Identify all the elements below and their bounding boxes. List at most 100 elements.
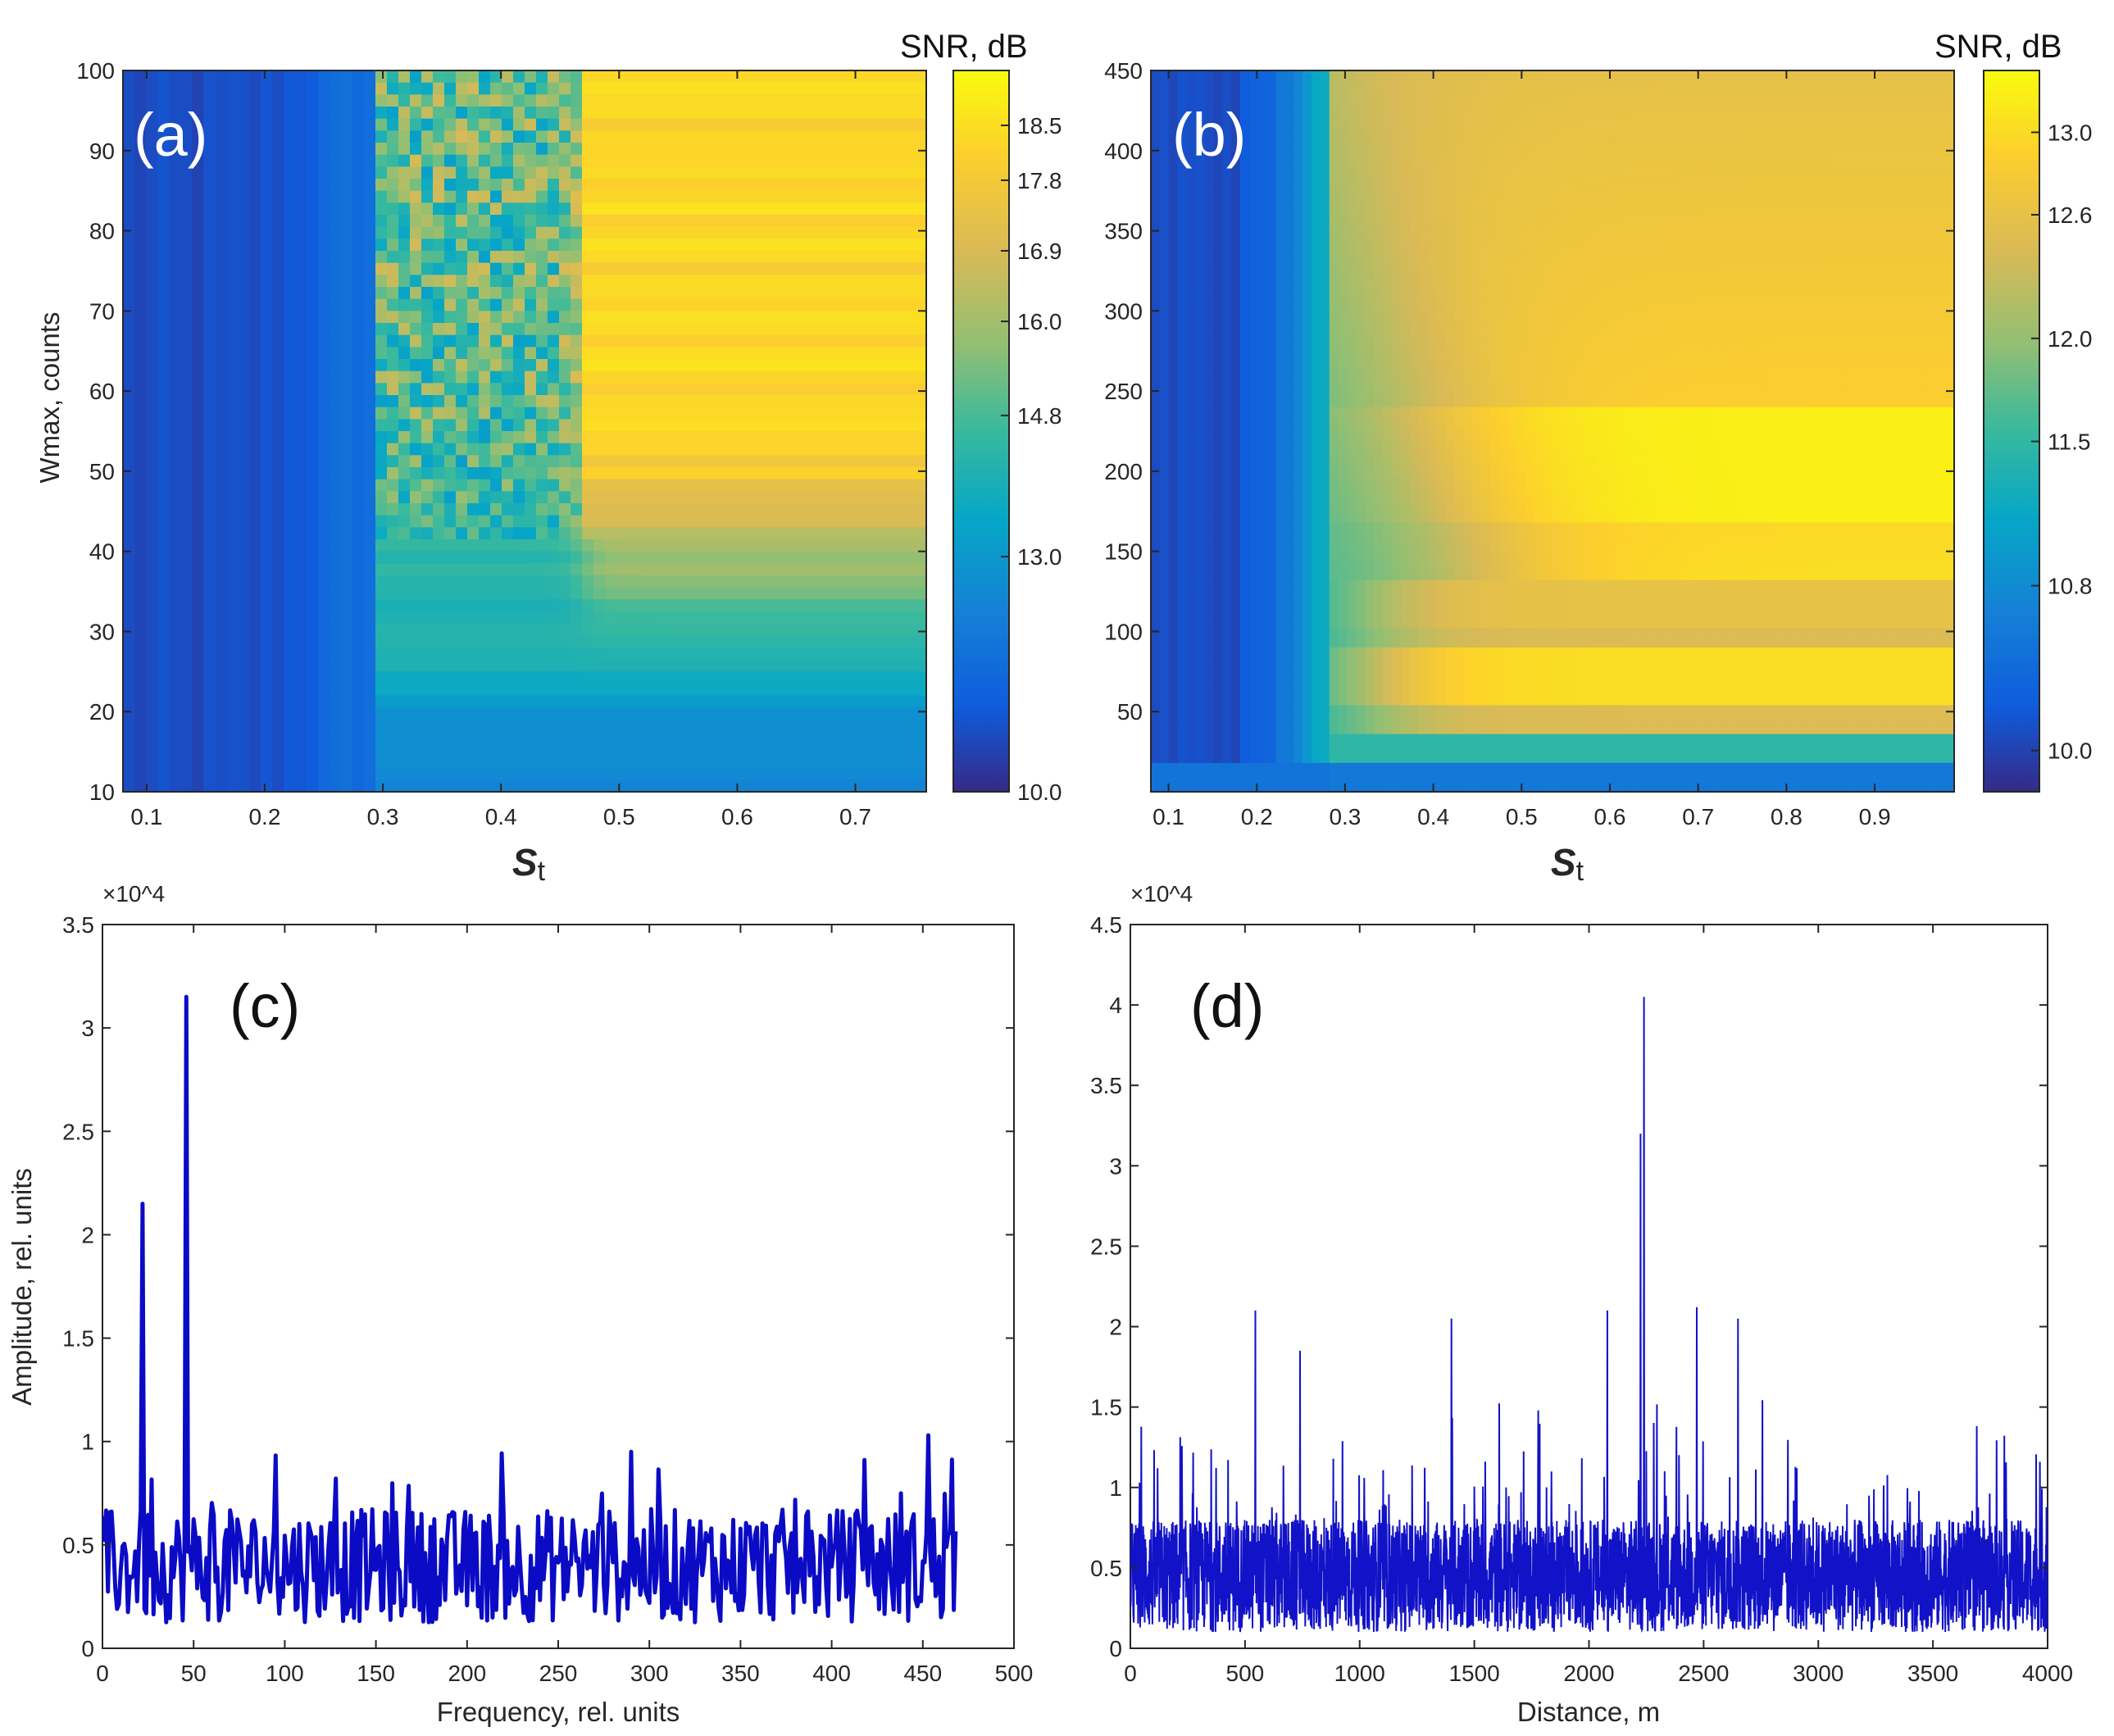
heatmap-cell	[628, 298, 640, 312]
heatmap-cell	[697, 94, 709, 107]
heatmap-cell	[915, 107, 927, 120]
heatmap-cell	[1195, 657, 1206, 668]
heatmap-cell	[1222, 561, 1232, 571]
heatmap-cell	[284, 767, 296, 781]
heatmap-cell	[330, 587, 342, 601]
heatmap-cell	[284, 479, 296, 493]
heatmap-cell	[203, 587, 216, 601]
heatmap-cell	[548, 107, 560, 120]
heatmap-cell	[364, 635, 376, 648]
heatmap-cell	[261, 599, 273, 612]
heatmap-cell	[731, 648, 743, 661]
heatmap-cell	[444, 611, 457, 625]
heatmap-cell	[731, 275, 743, 288]
heatmap-cell	[834, 720, 847, 733]
heatmap-cell	[180, 262, 193, 276]
heatmap-cell	[284, 731, 296, 745]
heatmap-cell	[536, 779, 548, 793]
heatmap-cell	[341, 262, 353, 276]
heatmap-cell	[352, 491, 365, 504]
heatmap-cell	[1168, 599, 1179, 610]
heatmap-cell	[593, 707, 606, 720]
heatmap-cell	[284, 143, 296, 156]
heatmap-cell	[1159, 195, 1170, 207]
heatmap-cell	[593, 648, 606, 661]
heatmap-cell	[134, 635, 147, 648]
heatmap-cell	[892, 479, 904, 493]
heatmap-cell	[582, 671, 594, 684]
heatmap-cell	[1177, 176, 1188, 187]
heatmap-cell	[1151, 657, 1161, 668]
heatmap-cell	[341, 347, 353, 360]
heatmap-cell	[157, 311, 170, 324]
heatmap-cell	[834, 215, 847, 228]
heatmap-cell	[892, 527, 904, 540]
heatmap-cell	[880, 154, 893, 168]
heatmap-cell	[1231, 291, 1241, 302]
heatmap-cell	[823, 70, 835, 84]
heatmap-cell	[743, 503, 755, 516]
heatmap-cell	[674, 659, 686, 673]
heatmap-cell	[559, 720, 571, 733]
heatmap-cell	[674, 215, 686, 228]
heatmap-cell	[777, 334, 789, 348]
heatmap-cell	[915, 551, 927, 565]
heatmap-cell	[846, 563, 858, 576]
heatmap-cell	[1151, 272, 1161, 283]
heatmap-cell	[295, 298, 307, 312]
heatmap-cell	[307, 539, 319, 552]
heatmap-cell	[536, 215, 548, 228]
heatmap-cell	[192, 599, 204, 612]
heatmap-cell	[444, 202, 457, 216]
axes-a-box	[122, 70, 927, 793]
heatmap-cell	[1213, 320, 1223, 331]
heatmap-cell	[1222, 522, 1232, 533]
heatmap-cell	[777, 154, 789, 168]
heatmap-cell	[903, 298, 916, 312]
heatmap-cell	[502, 298, 514, 312]
heatmap-cell	[1186, 89, 1197, 100]
heatmap-cell	[456, 587, 468, 601]
heatmap-cell	[341, 527, 353, 540]
heatmap-cell	[467, 671, 480, 684]
heatmap-cell	[1204, 685, 1215, 697]
heatmap-cell	[226, 767, 239, 781]
heatmap-cell	[880, 190, 893, 204]
heatmap-cell	[1159, 628, 1170, 639]
heatmap-cell	[639, 311, 652, 324]
heatmap-cell	[513, 130, 525, 143]
heatmap-cell	[421, 720, 434, 733]
heatmap-cell	[582, 407, 594, 420]
heatmap-cell	[880, 395, 893, 408]
heatmap-cell	[869, 587, 881, 601]
heatmap-cell	[708, 298, 721, 312]
heatmap-cell	[1222, 570, 1232, 581]
heatmap-cell	[651, 179, 663, 192]
heatmap-cell	[307, 287, 319, 300]
heatmap-cell	[123, 130, 135, 143]
heatmap-cell	[708, 671, 721, 684]
heatmap-cell	[1177, 762, 1188, 774]
heatmap-cell	[1213, 166, 1223, 177]
heatmap-cell	[1231, 416, 1241, 427]
heatmap-cell	[789, 334, 801, 348]
heatmap-cell	[1195, 570, 1206, 581]
heatmap-cell	[903, 407, 916, 420]
heatmap-cell	[800, 82, 812, 96]
heatmap-cell	[593, 527, 606, 540]
heatmap-cell	[846, 671, 858, 684]
heatmap-cell	[490, 239, 502, 252]
heatmap-cell	[1177, 205, 1188, 216]
heatmap-cell	[318, 323, 330, 336]
heatmap-cell	[1151, 349, 1161, 360]
heatmap-cell	[571, 599, 583, 612]
heatmap-cell	[766, 70, 778, 84]
heatmap-cell	[134, 130, 147, 143]
heatmap-cell	[525, 226, 537, 240]
heatmap-cell	[559, 179, 571, 192]
heatmap-cell	[1168, 705, 1179, 716]
heatmap-cell	[123, 467, 135, 480]
heatmap-cell	[479, 491, 491, 504]
heatmap-cell	[743, 287, 755, 300]
heatmap-cell	[639, 179, 652, 192]
